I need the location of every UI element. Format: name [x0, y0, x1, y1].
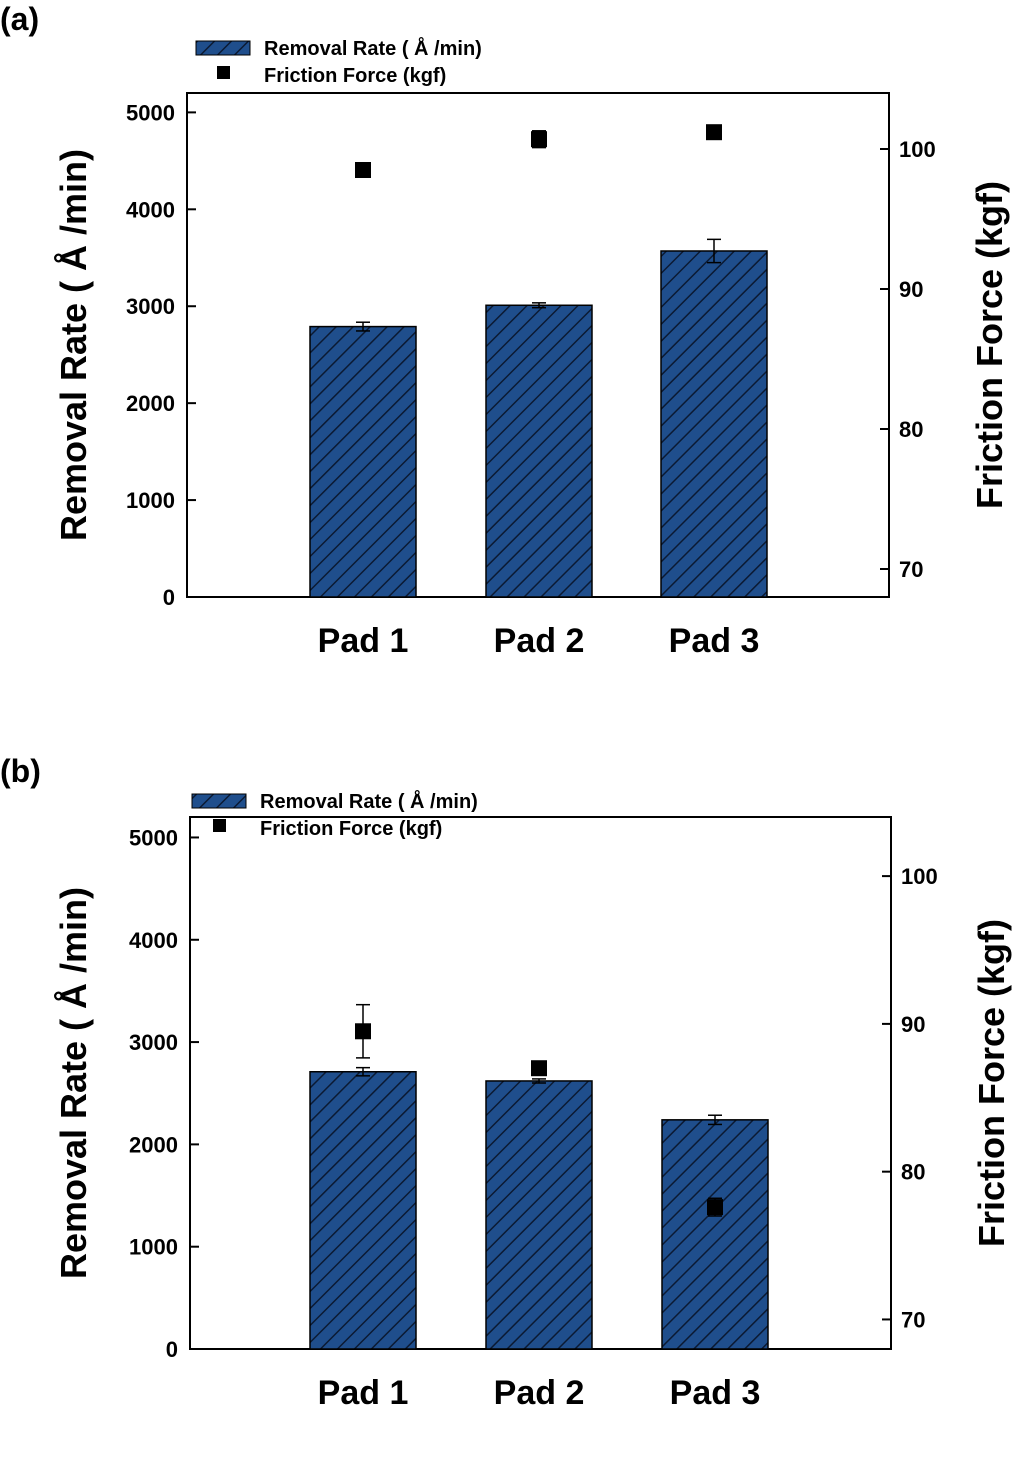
left-tick-label: 0 — [166, 1337, 178, 1362]
legend-label-removal-rate: Removal Rate ( Å /min) — [264, 36, 482, 60]
right-tick-label: 80 — [899, 417, 923, 442]
left-tick-label: 2000 — [126, 391, 175, 416]
right-tick-label: 90 — [901, 1012, 925, 1037]
chart-a: (a) Removal Rate ( Å /min) Friction Force … — [0, 1, 1010, 660]
right-tick-label: 100 — [901, 864, 938, 889]
left-tick-label: 1000 — [129, 1235, 178, 1260]
legend-label-removal-rate: Removal Rate ( Å /min) — [260, 789, 478, 813]
right-tick-label: 100 — [899, 137, 936, 162]
right-tick-label: 70 — [899, 557, 923, 582]
right-tick-label: 90 — [899, 277, 923, 302]
friction-point — [355, 162, 371, 178]
chart-panel-b: (b) Removal Rate ( Å /min) Friction Force … — [0, 752, 1033, 1465]
category-label: Pad 1 — [318, 622, 409, 660]
category-label: Pad 2 — [494, 1374, 585, 1412]
y-axis-title: Removal Rate ( Å /min) — [53, 887, 94, 1279]
left-tick-label: 1000 — [126, 488, 175, 513]
left-tick-label: 3000 — [126, 294, 175, 319]
bar — [309, 1070, 417, 1350]
category-label: Pad 3 — [670, 1374, 761, 1412]
right-tick-label: 70 — [901, 1307, 925, 1332]
bar — [309, 325, 417, 598]
left-tick-label: 3000 — [129, 1030, 178, 1055]
y2-axis-title: Friction Force (kgf) — [971, 919, 1012, 1247]
right-tick-label: 80 — [901, 1160, 925, 1185]
left-tick-label: 2000 — [129, 1132, 178, 1157]
left-tick-label: 4000 — [126, 197, 175, 222]
panel-label: (a) — [0, 1, 39, 37]
chart-panel-a: (a) Removal Rate ( Å /min) Friction Force … — [0, 0, 1033, 713]
left-tick-label: 5000 — [129, 825, 178, 850]
legend-label-friction-force: Friction Force (kgf) — [260, 818, 442, 840]
category-label: Pad 3 — [669, 622, 760, 660]
y2-axis-title: Friction Force (kgf) — [969, 181, 1010, 509]
y-axis-title: Removal Rate ( Å /min) — [53, 149, 94, 541]
bar — [661, 1119, 769, 1350]
bar — [485, 1080, 593, 1350]
bar — [485, 304, 593, 598]
friction-point — [707, 1199, 723, 1216]
friction-point — [355, 1023, 371, 1040]
legend-label-friction-force: Friction Force (kgf) — [264, 65, 446, 87]
left-tick-label: 0 — [163, 585, 175, 610]
friction-point — [531, 131, 547, 148]
legend-swatch-bar — [195, 40, 251, 56]
category-label: Pad 2 — [494, 622, 585, 660]
friction-point — [706, 124, 722, 141]
left-tick-label: 5000 — [126, 100, 175, 125]
bar — [660, 250, 768, 598]
chart-b: (b) Removal Rate ( Å /min) Friction Force … — [0, 753, 1012, 1412]
category-label: Pad 1 — [318, 1374, 409, 1412]
legend-marker-friction — [213, 819, 226, 832]
legend-marker-friction — [217, 66, 230, 79]
panel-label: (b) — [0, 753, 41, 789]
legend-swatch-bar — [191, 793, 247, 809]
friction-point — [531, 1060, 547, 1077]
left-tick-label: 4000 — [129, 928, 178, 953]
